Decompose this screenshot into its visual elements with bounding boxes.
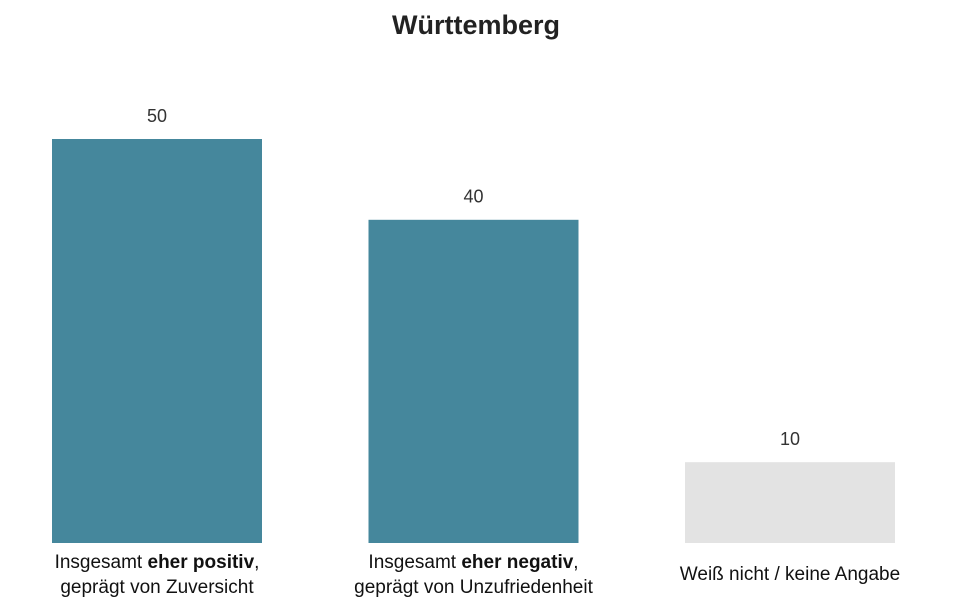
x-tick-label: Insgesamt eher positiv, geprägt von Zuver… — [55, 552, 260, 598]
bar — [368, 219, 579, 544]
x-tick-label: Weiß nicht / keine Angabe — [680, 564, 900, 585]
value-label: 10 — [780, 429, 800, 449]
value-label: 50 — [147, 106, 167, 126]
x-tick-label: Insgesamt eher negativ, geprägt von Unzuf… — [354, 552, 593, 598]
chart-title: Württemberg — [392, 10, 560, 40]
value-label: 40 — [463, 187, 483, 207]
bar — [52, 139, 262, 543]
bar — [685, 462, 895, 543]
